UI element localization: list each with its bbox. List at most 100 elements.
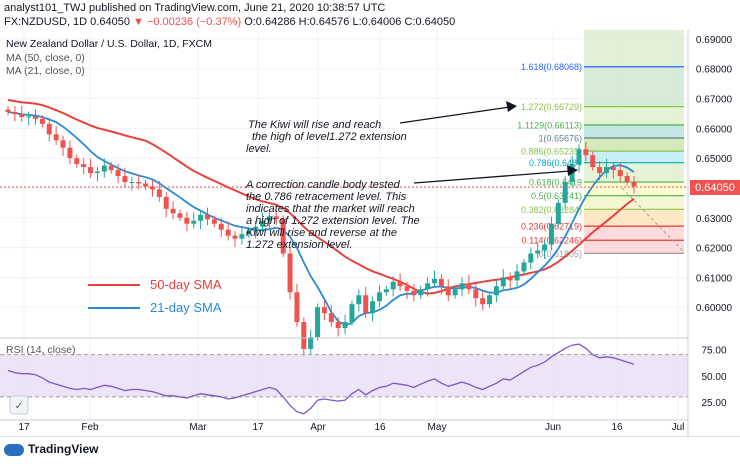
candle-body	[514, 271, 520, 281]
candle-body	[184, 217, 190, 224]
candle-body	[590, 155, 596, 168]
candle-body	[287, 253, 293, 293]
candle-body	[617, 170, 623, 177]
rsi-legend[interactable]: RSI (14, close)	[6, 344, 75, 356]
rsi-line	[7, 343, 635, 415]
candle-body	[115, 170, 121, 177]
candle-body	[473, 289, 479, 299]
brand-text: TradingView	[28, 442, 99, 456]
candle-body	[480, 298, 486, 305]
candle-body	[94, 171, 100, 174]
symbol-info: FX:NZDUSD, 1D 0.64050 ▼ −0.00236 (−0.37%…	[4, 16, 455, 28]
ma50-legend[interactable]: MA (50, close, 0)	[6, 52, 85, 64]
candle-body	[260, 220, 266, 227]
candle-body	[225, 229, 231, 236]
candle-body	[535, 250, 541, 254]
last-price-tag	[690, 180, 740, 195]
price-tick-label: 0.62000	[696, 244, 733, 255]
candle-body	[53, 134, 59, 141]
rsi-pane: 75.00 50.00 25.00	[0, 343, 727, 415]
candle-body	[542, 244, 548, 251]
time-tick-label: 16	[374, 422, 386, 433]
annotation-2-line-6: 1.272 extension level.	[246, 239, 352, 251]
last-price-label: 0.64050	[695, 182, 735, 194]
goto-date-icon[interactable]: ✓	[9, 395, 29, 415]
candle-body	[33, 116, 39, 119]
candle-body	[198, 214, 204, 221]
fib-level-label: 0.886(0.65235)	[521, 147, 582, 157]
tradingview-logo[interactable]: TradingView	[4, 442, 98, 456]
candle-body	[631, 182, 637, 187]
candle-body	[390, 281, 396, 290]
fib-band	[584, 124, 684, 139]
svg-text:✓: ✓	[15, 401, 23, 412]
sma50-label: 50-day SMA	[150, 277, 222, 292]
candle-body	[487, 295, 493, 305]
annotation-1-arrowhead	[506, 101, 517, 112]
price-tick-label: 0.63000	[696, 214, 733, 225]
time-tick-label: Jun	[545, 422, 561, 433]
price-tick-label: 0.65000	[696, 154, 733, 165]
publish-info: analyst101_TWJ published on TradingView.…	[4, 2, 386, 14]
fib-band	[584, 209, 684, 227]
price-tick-label: 0.69000	[696, 35, 733, 46]
fib-top-band	[584, 30, 684, 67]
candle-body	[88, 167, 94, 174]
candle-body	[432, 278, 438, 284]
price-tick-label: 0.61000	[696, 273, 733, 284]
candle-body	[143, 183, 149, 187]
candle-body	[521, 262, 527, 272]
annotation-1-line-2: the high of level1.272 extension	[252, 131, 407, 143]
candle-body	[253, 226, 259, 232]
candle-body	[555, 202, 561, 224]
rsi-tick-label: 50.00	[701, 372, 726, 383]
candle-body	[356, 295, 362, 305]
annotation-1-line-3: level.	[246, 143, 272, 155]
candle-body	[383, 289, 389, 293]
candle-body	[500, 277, 506, 287]
fib-band	[584, 151, 684, 163]
annotation-2-line-2: the 0.786 retracement level. This	[246, 191, 407, 203]
candle-body	[266, 216, 272, 221]
ma21-layer	[7, 111, 635, 327]
candle-body	[397, 281, 403, 287]
candle-body	[280, 218, 286, 254]
candle-body	[163, 196, 169, 209]
candle-body	[60, 140, 66, 148]
candle-body	[204, 214, 210, 220]
candle-body	[12, 111, 18, 115]
candle-body	[335, 322, 341, 329]
price-tick-label: 0.68000	[696, 65, 733, 76]
fib-level-label: 1.618(0.68068)	[521, 62, 582, 72]
candle-body	[149, 186, 155, 190]
candle-body	[603, 167, 609, 174]
ma50-line	[7, 99, 635, 295]
candle-body	[376, 292, 382, 302]
fib-trend-line	[621, 187, 685, 253]
candle-body	[528, 253, 534, 263]
candle-body	[438, 278, 444, 287]
candle-body	[493, 286, 499, 296]
rsi-tick-label: 25.00	[701, 398, 726, 409]
annotation-2-arrowhead	[567, 165, 578, 176]
candle-body	[610, 167, 616, 171]
candle-body	[459, 283, 465, 290]
candle-body	[445, 286, 451, 296]
ohlc-values: O:0.64286 H:0.64576 L:0.64006 C:0.64050	[241, 16, 456, 28]
candle-body	[576, 149, 582, 165]
annotation-1-arrow	[399, 106, 511, 124]
candle-body	[411, 290, 417, 296]
annotation-2-line-1: A correction candle body tested	[245, 179, 401, 191]
annotation-2-line-3: indicates that the market will reach	[246, 203, 415, 215]
fib-band	[584, 162, 684, 183]
fib-band	[584, 195, 684, 210]
chart-header: analyst101_TWJ published on TradingView.…	[0, 0, 740, 30]
price-tick-label: 0.67000	[696, 95, 733, 106]
candle-body	[39, 118, 45, 124]
fibonacci-extension: 1.618(0.68068) 1.272(0.66729) 1.1129(0.661…	[517, 30, 685, 259]
ma21-legend[interactable]: MA (21, close, 0)	[6, 65, 85, 77]
sma21-label: 21-day SMA	[150, 300, 222, 315]
candle-body	[191, 220, 197, 224]
candle-body	[273, 216, 279, 219]
